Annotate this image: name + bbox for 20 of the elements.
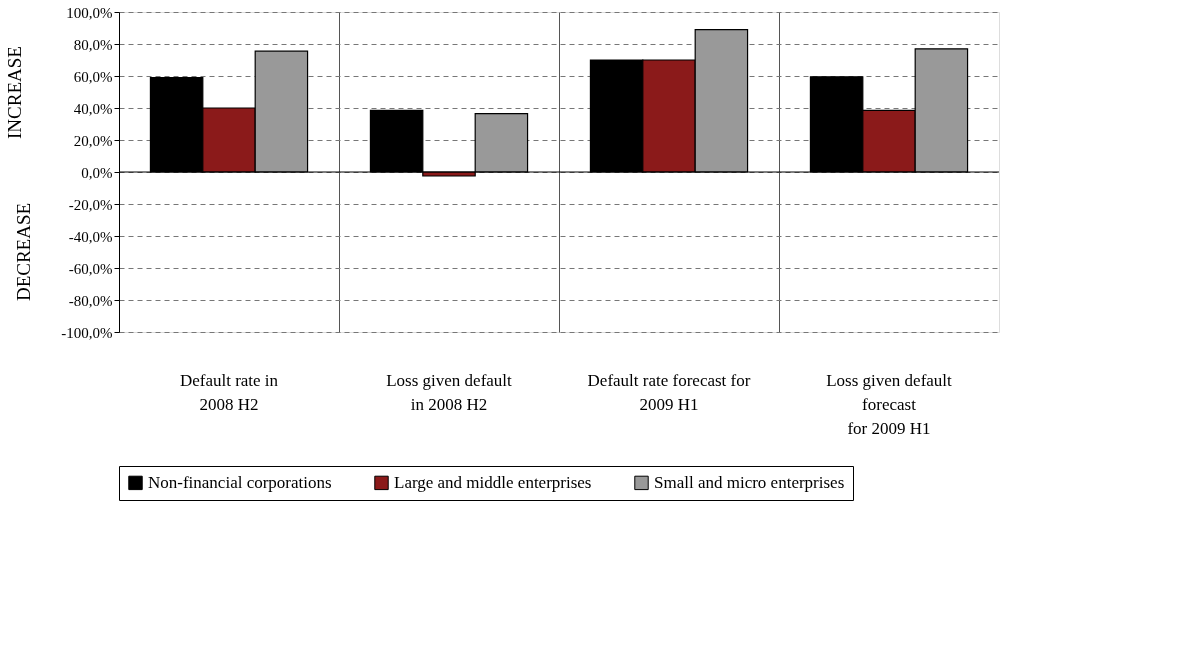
x-tick-label: Loss given default forecast for 2009 H1: [826, 370, 953, 438]
y-tick-label: 80,0%: [73, 36, 113, 53]
y-tick-label: -100,0%: [61, 324, 113, 341]
text: DECREASE: [13, 202, 34, 302]
x-tick-label: Default rate forecast for 2009 H1: [587, 370, 751, 414]
y-tick-label: 20,0%: [73, 132, 113, 149]
y-tick-label: -80,0%: [68, 292, 113, 309]
legend-label: Large and middle enterprises: [394, 472, 592, 492]
x-tick-label: Default rate in 2008 H2: [179, 370, 279, 414]
legend-label: Small and micro enterprises: [654, 472, 845, 492]
y-tick-label: 60,0%: [73, 68, 113, 85]
x-tick-label: Loss given default in 2008 H2: [386, 370, 513, 414]
y-tick-label: -60,0%: [68, 260, 113, 277]
y-tick-label: -40,0%: [68, 228, 113, 245]
y-tick-label: 40,0%: [73, 100, 113, 117]
y-tick-label: 100,0%: [66, 4, 113, 21]
legend-label: Non-financial corporations: [148, 472, 332, 492]
y-axis-title: INCREASE: [3, 46, 25, 139]
y-tick-label: -20,0%: [68, 196, 113, 213]
y-tick-label: 0,0%: [81, 164, 113, 181]
